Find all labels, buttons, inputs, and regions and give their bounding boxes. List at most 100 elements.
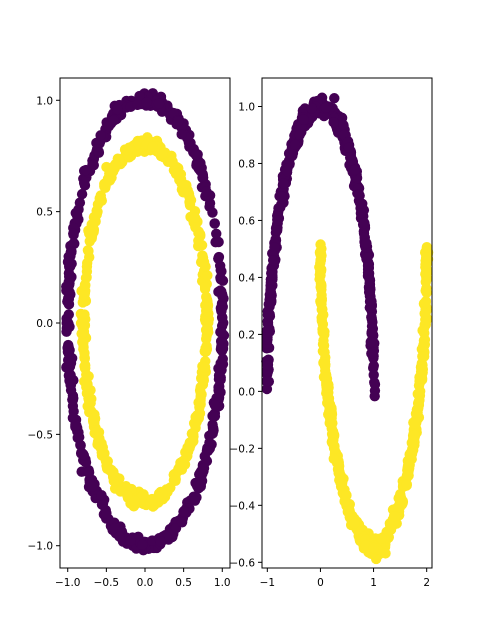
left-series-1-point [110, 158, 121, 170]
right-y-tick-label: −0.4 [230, 500, 256, 512]
right-series-0-point [294, 129, 305, 141]
left-series-0-point [217, 353, 228, 365]
left-series-0-point [101, 508, 112, 519]
left-series-0-point [63, 299, 75, 310]
right-series-0-point [349, 164, 361, 175]
right-y-tick-label: −0.6 [230, 557, 256, 569]
left-series-1-point [201, 301, 213, 313]
left-series-0-point [70, 421, 81, 433]
right-series-1-point [316, 298, 327, 310]
left-series-1-point [200, 345, 212, 357]
left-series-0-point [213, 236, 224, 248]
left-series-0-point [71, 208, 82, 219]
right-series-1-point [421, 268, 432, 279]
right-axes-frame [261, 77, 433, 569]
right-series-0-point [366, 348, 377, 359]
right-x-tick-label: 1 [370, 577, 377, 589]
right-x-tick-label: −1 [260, 577, 275, 589]
right-series-0-point [320, 102, 332, 114]
right-series-1-point [414, 386, 426, 397]
left-series-1-point [76, 328, 87, 339]
left-series-0-point [87, 481, 98, 492]
right-series-0-point [368, 360, 379, 371]
left-series-1-point [194, 385, 206, 396]
right-series-1-point [342, 506, 354, 517]
left-x-tick-label: 1.0 [214, 577, 231, 589]
right-series-0-point [369, 390, 380, 402]
left-series-1-point [201, 291, 212, 303]
left-series-0-point [114, 531, 125, 542]
right-series-0-point [368, 369, 379, 381]
right-x-tick-label: 2 [423, 577, 430, 589]
left-series-1-point [170, 168, 182, 180]
left-series-1-point [190, 411, 201, 423]
left-series-0-point [65, 379, 76, 391]
left-x-tick-label: 0.0 [137, 577, 154, 589]
left-series-0-point [176, 129, 187, 140]
left-x-tick-label: −0.5 [94, 577, 120, 589]
left-series-1-point [146, 493, 158, 505]
left-series-0-point [217, 312, 228, 324]
right-series-1-point [319, 359, 331, 370]
left-series-0-point [93, 147, 105, 158]
right-series-1-point [395, 488, 406, 500]
right-series-1-point [413, 396, 425, 407]
left-series-1-point [189, 212, 201, 223]
left-x-tick-label: −1.0 [55, 577, 81, 589]
right-series-1-point [315, 270, 326, 281]
right-series-0-point [366, 312, 377, 323]
left-series-1-point [166, 155, 177, 167]
left-ticks: −1.0 −0.5 0.0 0.5 1.0 −1.0 −0.5 0.0 0.5 1.0 [28, 95, 231, 589]
left-series-0-point [67, 395, 79, 406]
right-series-1-point [316, 315, 328, 327]
right-series-1-point [421, 241, 433, 253]
left-series-0-point [189, 495, 201, 506]
right-series-1-point [328, 453, 339, 465]
right-series-0-point [261, 375, 273, 387]
left-series-0-point [66, 353, 78, 364]
left-series-0-point [74, 197, 86, 208]
left-series-0-point [75, 440, 86, 451]
left-series-1-point [93, 432, 104, 443]
left-series-0-point [209, 218, 220, 229]
left-series-1-point [95, 440, 106, 452]
left-series-1-point [202, 270, 213, 281]
right-y-tick-label: 0.6 [238, 215, 255, 227]
right-series-0-point [261, 383, 273, 395]
left-series-1-point [157, 148, 168, 160]
left-series-0-point [64, 321, 75, 332]
left-y-tick-label: −0.5 [28, 429, 54, 441]
right-y-tick-label: 0.0 [238, 386, 255, 398]
right-series-1-point [418, 351, 430, 362]
left-series-1-point [199, 362, 211, 373]
right-series-0-point [362, 252, 373, 263]
right-series-0-point [267, 255, 279, 266]
left-series-0-point [132, 99, 143, 110]
right-series-1-point [316, 243, 327, 254]
left-series-1-point [79, 290, 90, 301]
left-series-0-point [62, 256, 74, 268]
right-series-0-point [364, 275, 376, 286]
left-series-0-point [95, 130, 106, 141]
left-series-1-point [195, 395, 206, 407]
left-series-1-point [184, 200, 196, 211]
left-series-1-point [147, 141, 158, 152]
right-series-1-point [336, 478, 348, 489]
left-series-0-point [209, 411, 221, 422]
right-series-1-point [376, 533, 387, 544]
right-series-1-point [410, 408, 422, 419]
right-series-1-point [389, 511, 401, 522]
left-series-1-point [83, 371, 94, 382]
right-series-0-point [365, 295, 376, 306]
left-series-0-point [61, 281, 72, 292]
left-series-0-point [195, 479, 206, 490]
right-series-0-point [263, 308, 275, 319]
right-series-0-point [266, 269, 278, 280]
left-series-0-point [216, 305, 227, 316]
left-points [61, 88, 230, 556]
right-series-0-point [306, 103, 318, 114]
left-series-0-point [155, 536, 166, 547]
right-series-0-point [276, 191, 287, 202]
left-series-0-point [136, 539, 148, 550]
right-series-1-point [326, 437, 338, 448]
